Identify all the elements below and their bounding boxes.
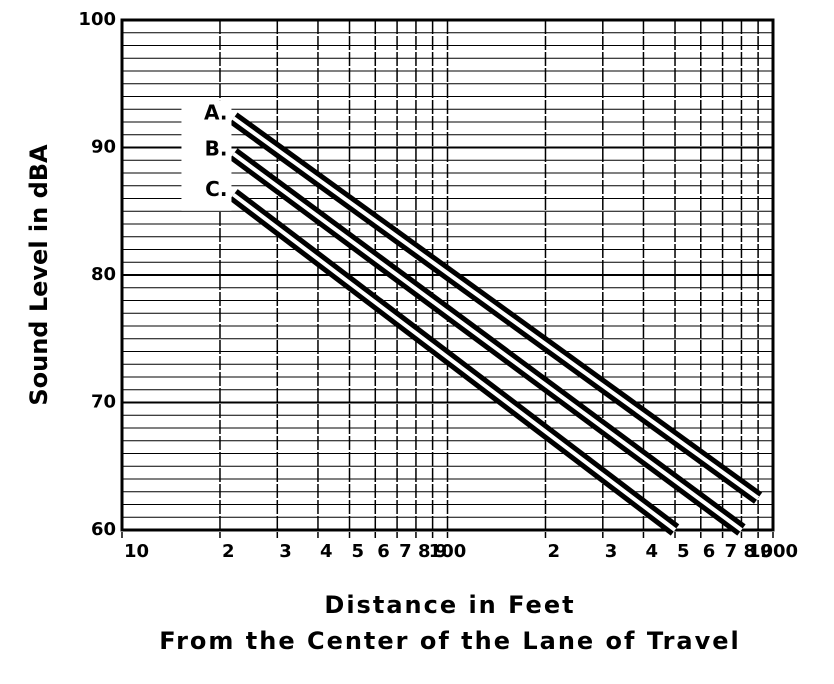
series-line-inner xyxy=(232,152,743,532)
y-tick-label: 90 xyxy=(91,137,116,158)
series-label: C. xyxy=(205,177,227,201)
x-tick-label: 100 xyxy=(429,541,467,562)
y-tick-label: 100 xyxy=(78,9,116,30)
y-tick-label: 60 xyxy=(91,519,116,540)
label-box xyxy=(181,100,232,211)
x-tick-label: 7 xyxy=(399,541,412,562)
x-tick-label: 4 xyxy=(320,541,333,562)
series-line-inner xyxy=(232,116,760,500)
x-tick-label: 3 xyxy=(605,541,618,562)
series-line-inner xyxy=(232,193,677,532)
plot-frame xyxy=(120,18,775,532)
x-axis-label: Distance in Feet xyxy=(324,591,575,619)
x-tick-label: 2 xyxy=(547,541,560,562)
x-axis-label: From the Center of the Lane of Travel xyxy=(159,627,741,655)
x-tick-label: 10 xyxy=(124,541,149,562)
x-tick-label: 8 xyxy=(743,541,756,562)
x-tick-label: 9 xyxy=(760,541,773,562)
x-tick-label: 9 xyxy=(435,541,448,562)
x-tick-label: 6 xyxy=(377,541,390,562)
y-axis-label: Sound Level in dBA xyxy=(25,144,53,406)
x-tick-label: 4 xyxy=(645,541,658,562)
x-tick-label: 1000 xyxy=(748,541,798,562)
x-tick-label: 5 xyxy=(352,541,365,562)
y-tick-label: 80 xyxy=(91,264,116,285)
y-tick-label: 70 xyxy=(91,392,116,413)
series-label: A. xyxy=(204,101,227,125)
x-tick-label: 8 xyxy=(418,541,431,562)
x-tick-label: 6 xyxy=(703,541,716,562)
x-tick-label: 2 xyxy=(222,541,235,562)
x-tick-label: 7 xyxy=(725,541,738,562)
x-tick-label: 5 xyxy=(677,541,690,562)
x-tick-label: 3 xyxy=(279,541,292,562)
series-label: B. xyxy=(205,136,228,160)
